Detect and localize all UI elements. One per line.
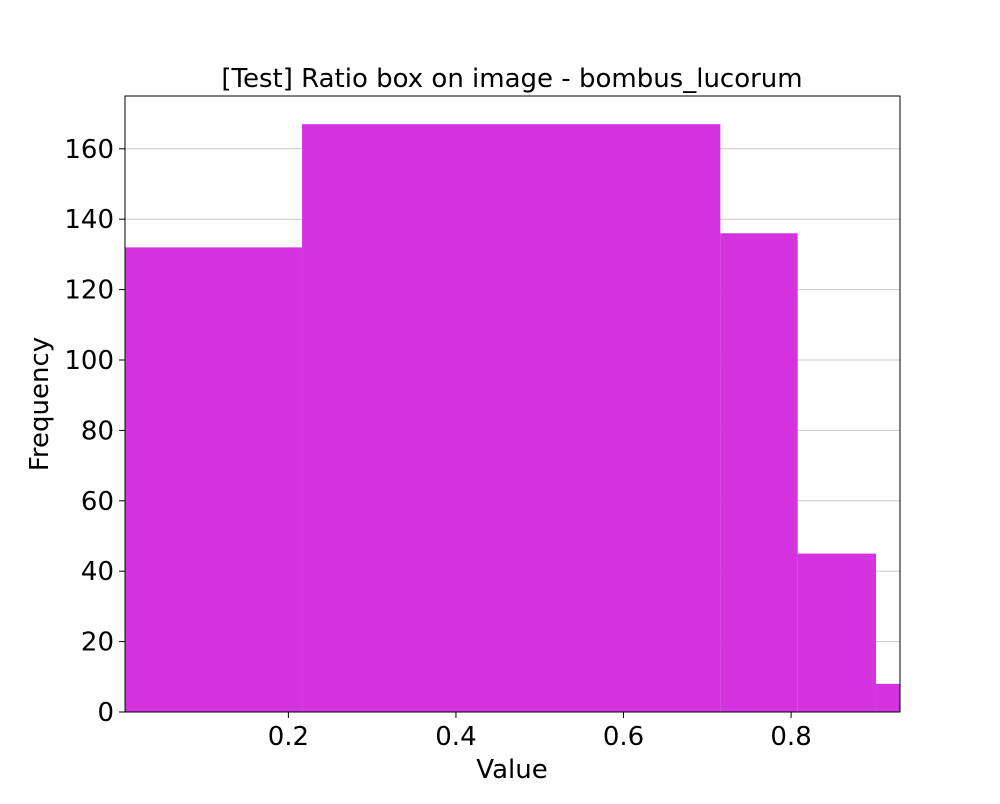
x-tick-label: 0.8 (770, 722, 811, 752)
x-tick-label: 0.2 (268, 722, 309, 752)
y-tick-label: 40 (81, 557, 114, 587)
y-tick-label: 100 (64, 346, 114, 376)
histogram-bar (302, 124, 721, 712)
y-tick-label: 80 (81, 416, 114, 446)
y-tick-label: 60 (81, 487, 114, 517)
y-axis-ticks: 0 20 40 60 80 100 120 140 160 (64, 135, 125, 728)
y-tick-label: 120 (64, 276, 114, 306)
y-tick-label: 20 (81, 628, 114, 658)
histogram-bar (876, 683, 900, 712)
histogram-bars (125, 124, 900, 713)
x-axis-label: Value (476, 755, 547, 785)
x-axis-ticks: 0.2 0.4 0.6 0.8 (268, 712, 812, 752)
plot-frame (124, 95, 901, 713)
y-tick-label: 160 (64, 135, 114, 165)
y-axis-label: Frequency (25, 337, 55, 471)
x-tick-label: 0.4 (435, 722, 476, 752)
histogram-bar (720, 233, 798, 712)
y-tick-label: 140 (64, 205, 114, 235)
histogram-bar (125, 247, 303, 713)
chart-title: [Test] Ratio box on image - bombus_lucor… (221, 64, 802, 94)
y-tick-label: 0 (97, 698, 114, 728)
histogram-bar (797, 553, 877, 712)
x-tick-label: 0.6 (603, 722, 644, 752)
